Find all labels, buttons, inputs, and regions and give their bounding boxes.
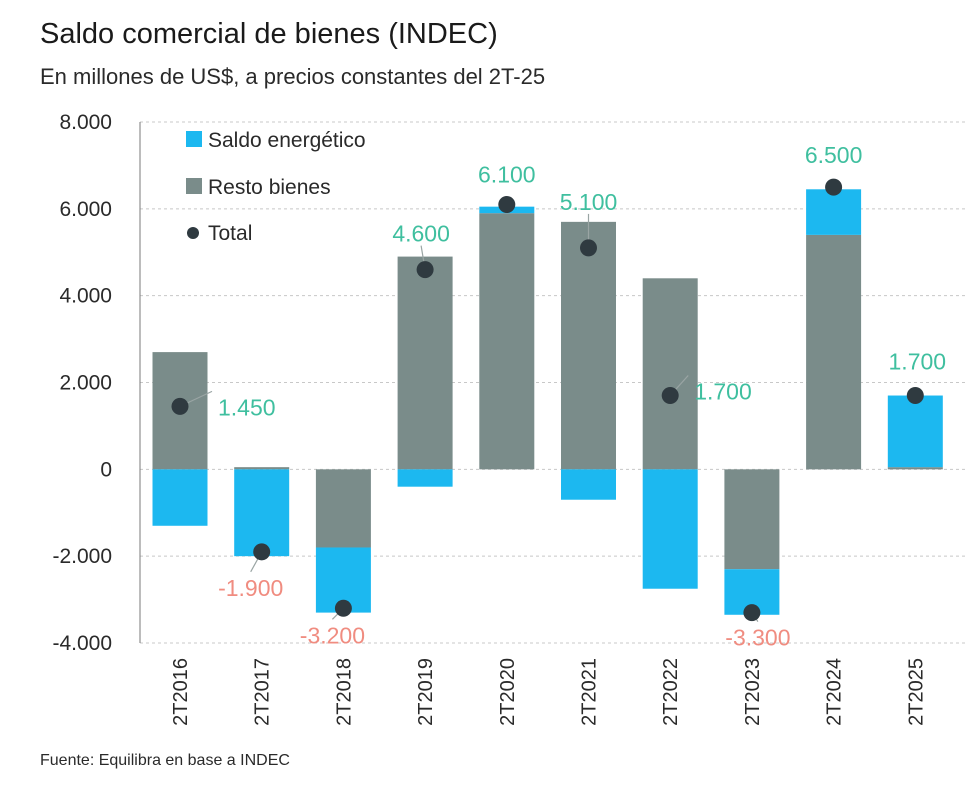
- source-note: Fuente: Equilibra en base a INDEC: [40, 752, 290, 769]
- data-label-2T2024: 6.500: [805, 142, 863, 168]
- x-tick-label-2T2025: 2T2025: [905, 658, 927, 726]
- y-tick-label: 2.000: [59, 372, 112, 395]
- bar-saldo-energetico-2T2019: [397, 469, 453, 487]
- bar-resto-bienes-2T2020: [479, 213, 535, 470]
- legend-label-total: Total: [208, 222, 252, 245]
- legend-label-rest: Resto bienes: [208, 176, 331, 199]
- bar-saldo-energetico-2T2016: [152, 469, 208, 526]
- chart-title: Saldo comercial de bienes (INDEC): [40, 18, 498, 50]
- x-tick-label-2T2021: 2T2021: [579, 658, 601, 726]
- legend-swatch-rest: [186, 178, 202, 194]
- y-tick-label: 8.000: [59, 111, 112, 134]
- total-point-2T2016: [171, 397, 189, 415]
- y-tick-label: -2.000: [52, 545, 112, 568]
- data-label-2T2021: 5.100: [560, 189, 618, 215]
- bar-saldo-energetico-2T2021: [561, 469, 616, 500]
- bar-resto-bienes-2T2018: [315, 469, 371, 548]
- x-tick-label-2T2024: 2T2024: [824, 658, 846, 726]
- y-tick-label: -4.000: [52, 632, 112, 655]
- chart-subtitle: En millones de US$, a precios constantes…: [40, 64, 546, 89]
- x-tick-label-2T2018: 2T2018: [333, 658, 355, 726]
- x-tick-label-2T2019: 2T2019: [415, 658, 437, 726]
- total-point-2T2023: [743, 604, 761, 622]
- legend-marker-total: [187, 227, 199, 239]
- bar-resto-bienes-2T2019: [397, 256, 453, 470]
- bar-saldo-energetico-2T2017: [234, 469, 290, 557]
- total-points: 1.450 -1.900 -3.200 4.600 6.100 5.100 1.700 -3.…: [171, 142, 947, 651]
- bar-resto-bienes-2T2023: [724, 469, 780, 570]
- data-label-2T2022: 1.700: [694, 379, 752, 405]
- data-label-2T2018: -3.200: [300, 622, 365, 648]
- bar-saldo-energetico-2T2024: [806, 189, 862, 235]
- total-point-2T2021: [580, 239, 597, 257]
- data-label-2T2019: 4.600: [392, 221, 450, 247]
- y-tick-label: 0: [100, 458, 112, 481]
- bar-resto-bienes-2T2024: [806, 234, 862, 470]
- x-tick-label-2T2020: 2T2020: [497, 658, 519, 726]
- total-point-2T2024: [825, 178, 843, 196]
- data-label-2T2023: -3.300: [725, 625, 790, 651]
- legend-label-energy: Saldo energético: [208, 129, 366, 152]
- y-axis: 8.000 6.000 4.000 2.000 0 -2.000 -4.000: [52, 111, 141, 655]
- total-point-2T2019: [416, 261, 434, 279]
- total-point-2T2025: [906, 387, 924, 405]
- data-label-2T2025: 1.700: [889, 349, 947, 375]
- total-point-2T2022: [661, 387, 679, 405]
- bar-resto-bienes-2T2025: [887, 467, 943, 470]
- bar-resto-bienes-2T2017: [234, 467, 290, 470]
- bar-saldo-energetico-2T2022: [642, 469, 698, 589]
- x-tick-label-2T2017: 2T2017: [252, 658, 274, 726]
- data-label-2T2017: -1.900: [218, 575, 283, 601]
- total-point-2T2020: [498, 195, 516, 213]
- bar-resto-bienes-2T2022: [642, 278, 698, 470]
- data-label-2T2016: 1.450: [218, 394, 276, 420]
- y-tick-label: 4.000: [59, 285, 112, 308]
- total-point-2T2017: [253, 543, 271, 561]
- y-tick-label: 6.000: [59, 198, 112, 221]
- x-tick-label-2T2016: 2T2016: [170, 658, 192, 726]
- legend-swatch-energy: [186, 131, 202, 147]
- x-axis: 2T2016 2T2017 2T2018 2T2019 2T2020 2T2021 2T20…: [170, 658, 927, 726]
- legend: Saldo energético Resto bienes Total: [186, 129, 366, 245]
- bar-saldo-energetico-2T2025: [887, 395, 943, 468]
- total-point-2T2018: [334, 599, 352, 617]
- x-tick-label-2T2022: 2T2022: [660, 658, 682, 726]
- x-tick-label-2T2023: 2T2023: [742, 658, 764, 726]
- data-label-2T2020: 6.100: [478, 161, 536, 187]
- bar-resto-bienes-2T2021: [561, 221, 616, 470]
- bars: [152, 189, 943, 615]
